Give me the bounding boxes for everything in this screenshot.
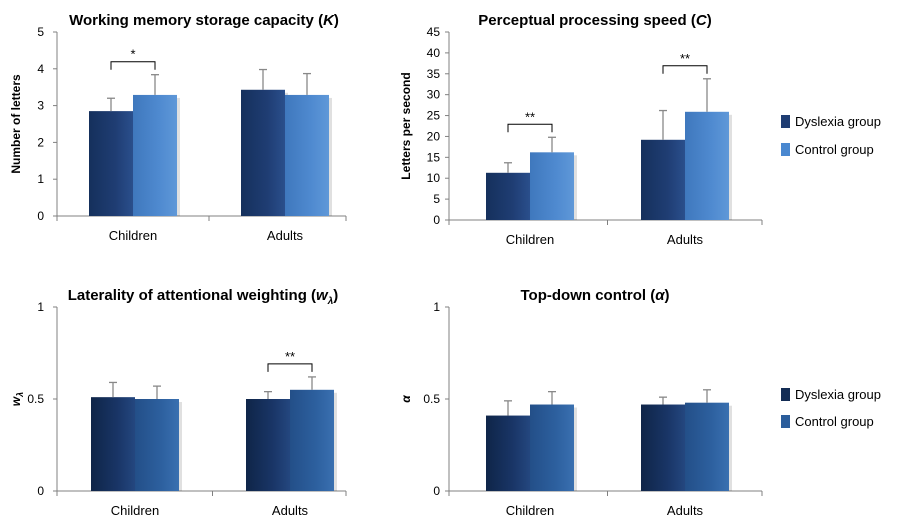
y-axis-label: α	[399, 395, 413, 403]
significance-label: **	[680, 51, 690, 66]
x-tick-label: Adults	[667, 503, 704, 518]
y-tick-label: 1	[37, 172, 44, 186]
bar-dyslexia-adults	[641, 139, 685, 220]
x-tick-label: Children	[111, 503, 159, 518]
x-tick-label: Adults	[272, 503, 309, 518]
y-tick-label: 35	[427, 67, 441, 81]
y-tick-label: 1	[37, 300, 44, 314]
y-tick-label: 0	[37, 484, 44, 498]
legend-swatch-control	[781, 415, 790, 428]
legend-label-dyslexia: Dyslexia group	[795, 114, 881, 129]
y-tick-label: 3	[37, 99, 44, 113]
x-tick-label: Children	[506, 232, 554, 247]
y-axis-label: Number of letters	[9, 74, 23, 174]
chart-title: Perceptual processing speed (C)	[478, 12, 711, 29]
bar-dyslexia-children	[486, 172, 530, 220]
y-tick-label: 5	[433, 192, 440, 206]
y-tick-label: 30	[427, 88, 441, 102]
y-tick-label: 0.5	[27, 392, 44, 406]
x-tick-label: Children	[109, 228, 157, 243]
bar-dyslexia-adults	[241, 89, 285, 216]
significance-bracket	[110, 61, 156, 70]
y-tick-label: 4	[37, 62, 44, 76]
legend-swatch-dyslexia	[781, 388, 790, 401]
bar-control-children	[133, 94, 177, 216]
x-tick-label: Adults	[667, 232, 704, 247]
legend-label-control: Control group	[795, 414, 874, 429]
bar-dyslexia-adults	[641, 404, 685, 491]
bar-control-children	[530, 152, 574, 220]
bar-control-adults	[685, 402, 729, 491]
bar-control-adults	[685, 111, 729, 220]
chart-title: Top-down control (α)	[521, 287, 670, 304]
y-tick-label: 0	[433, 213, 440, 227]
significance-bracket	[507, 123, 553, 133]
bar-control-children	[135, 399, 179, 491]
bar-control-children	[530, 404, 574, 491]
chart-w: Laterality of attentional weighting (wλ)…	[9, 287, 347, 518]
chart-title: Laterality of attentional weighting (wλ)	[68, 287, 339, 307]
x-tick-label: Children	[506, 503, 554, 518]
y-tick-label: 0.5	[423, 392, 440, 406]
chart-C: Perceptual processing speed (C) Letters p…	[399, 12, 763, 247]
chart-alpha: Top-down control (α) α 0 0.5 1 Children Adults	[399, 287, 763, 518]
y-tick-label: 2	[37, 135, 44, 149]
y-tick-label: 20	[427, 129, 441, 143]
y-tick-label: 5	[37, 25, 44, 39]
legends-container: Dyslexia group Control group Dyslexia grou…	[781, 114, 881, 429]
significance-label: **	[285, 349, 295, 364]
y-tick-label: 25	[427, 109, 441, 123]
bar-control-adults	[285, 94, 329, 216]
significance-label: **	[525, 109, 535, 124]
bar-dyslexia-children	[486, 415, 530, 491]
legend-swatch-dyslexia	[781, 115, 790, 128]
y-tick-label: 10	[427, 171, 441, 185]
bar-dyslexia-children	[89, 111, 133, 216]
y-axis-label: Letters per second	[399, 72, 413, 179]
bar-control-adults	[290, 389, 334, 491]
y-tick-label: 40	[427, 46, 441, 60]
bar-dyslexia-adults	[246, 399, 290, 491]
significance-bracket	[267, 363, 313, 372]
charts-container: Working memory storage capacity (K) Numbe…	[9, 12, 763, 518]
y-tick-label: 15	[427, 150, 441, 164]
chart-title: Working memory storage capacity (K)	[69, 12, 339, 29]
significance-label: *	[130, 47, 135, 62]
y-tick-label: 1	[433, 300, 440, 314]
y-tick-label: 0	[433, 484, 440, 498]
y-tick-label: 0	[37, 209, 44, 223]
y-axis-label: wλ	[9, 392, 25, 406]
legend-swatch-control	[781, 143, 790, 156]
chart-K: Working memory storage capacity (K) Numbe…	[9, 12, 347, 243]
bar-dyslexia-children	[91, 397, 135, 491]
legend-label-dyslexia: Dyslexia group	[795, 387, 881, 402]
legend-label-control: Control group	[795, 142, 874, 157]
y-tick-label: 45	[427, 25, 441, 39]
significance-bracket	[662, 65, 708, 74]
x-tick-label: Adults	[267, 228, 304, 243]
